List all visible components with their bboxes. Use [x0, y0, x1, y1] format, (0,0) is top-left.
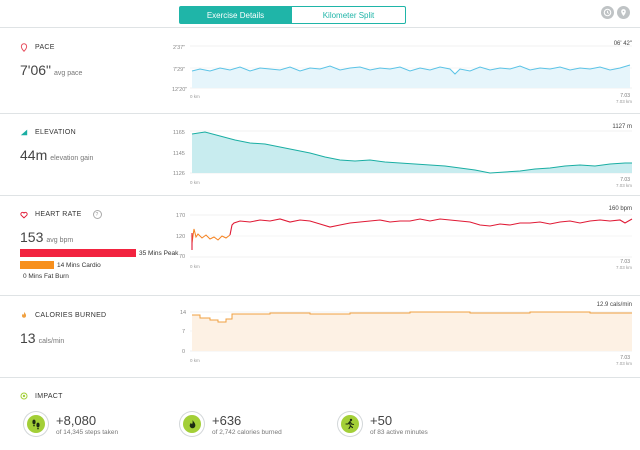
pace-y-bot: 12'20": [172, 87, 187, 93]
heart-x-end-unit: 7.03 km: [616, 265, 632, 270]
calories-label: CALORIES BURNED: [20, 311, 106, 319]
calories-y-bot: 0: [182, 349, 185, 355]
pace-y-mid: 7'29": [173, 67, 185, 73]
calories-value: 13 cals/min: [20, 330, 65, 346]
impact-active-minutes: +50 of 83 active minutes: [338, 412, 428, 436]
elevation-x-end-value: 7.03: [620, 177, 630, 183]
calories-marker: 12.9 cals/min: [597, 302, 632, 308]
footsteps-icon: [27, 415, 45, 433]
heart-y-top: 170: [176, 213, 185, 219]
pace-line: [191, 64, 631, 75]
heart-rate-label: HEART RATE ?: [20, 210, 102, 219]
calories-x-start: 0 km: [190, 358, 200, 363]
info-icon[interactable]: ?: [92, 210, 102, 219]
calories-area: [192, 312, 632, 351]
impact-calories-badge: [180, 412, 204, 436]
location-pin-icon[interactable]: [617, 6, 630, 19]
impact-active-text: +50 of 83 active minutes: [370, 412, 428, 436]
tab-switcher: Exercise Details Kilometer Split: [179, 6, 406, 24]
pace-value: 7'06" avg pace: [20, 62, 83, 78]
calories-x-end-value: 7.03: [620, 355, 630, 361]
heart-marker: 160 bpm: [609, 206, 632, 212]
elevation-y-top: 1165: [173, 130, 185, 136]
zone-cardio: 14 Mins Cardio: [20, 261, 101, 269]
pace-x-start: 0 km: [190, 94, 200, 99]
impact-calories-text: +636 of 2,742 calories burned: [212, 412, 282, 436]
heart-peak-line: [191, 218, 633, 250]
elevation-label: ELEVATION: [20, 128, 76, 136]
location-pin-icon: [20, 42, 28, 52]
target-icon: [20, 392, 28, 400]
zone-fat-burn: 0 Mins Fat Burn: [23, 273, 69, 280]
heart-icon: [20, 211, 28, 219]
heart-warmup-line: [191, 228, 231, 244]
calories-y-top: 14: [180, 310, 186, 316]
heart-rate-chart: 170 120 70 160 bpm 0 km 7.03 7.03 km: [176, 206, 633, 270]
elevation-x-start: 0 km: [190, 180, 200, 185]
clock-icon[interactable]: [601, 6, 614, 19]
zone-peak-bar: [20, 249, 136, 257]
calories-line: [192, 311, 632, 323]
elevation-y-mid: 1145: [173, 151, 185, 157]
elevation-x-end-unit: 7.03 km: [616, 183, 632, 188]
elevation-line: [191, 131, 632, 174]
heart-y-mid: 120: [176, 234, 185, 240]
zone-cardio-bar: [20, 261, 54, 269]
mountain-icon: [20, 128, 28, 136]
runner-icon: [341, 415, 359, 433]
pace-x-end-value: 7.03: [620, 93, 630, 99]
flame-icon: [20, 311, 28, 319]
tab-exercise-details[interactable]: Exercise Details: [179, 6, 292, 24]
top-icons: [601, 6, 630, 19]
pace-x-end-unit: 7.03 km: [616, 99, 632, 104]
impact-steps: +8,080 of 14,345 steps taken: [24, 412, 118, 436]
flame-icon: [183, 415, 201, 433]
impact-calories: +636 of 2,742 calories burned: [180, 412, 282, 436]
heart-y-bot: 70: [179, 254, 185, 260]
impact-label: IMPACT: [20, 392, 63, 400]
elevation-marker: 1127 m: [612, 124, 632, 130]
pace-chart: 2'37" 7'29" 12'20" 06' 42" 0 km 7.03 7.0…: [172, 41, 632, 104]
zone-peak: 35 Mins Peak: [20, 249, 178, 257]
elevation-y-bot: 1126: [173, 171, 185, 177]
divider: [0, 377, 640, 378]
divider: [0, 195, 640, 196]
calories-chart: 14 7 0 12.9 cals/min 0 km 7.03 7.03 km: [180, 302, 632, 366]
divider: [0, 27, 640, 28]
tab-kilometer-split[interactable]: Kilometer Split: [292, 6, 406, 24]
heart-x-end-value: 7.03: [620, 259, 630, 265]
elevation-value: 44m elevation gain: [20, 147, 94, 163]
heart-rate-value: 153 avg bpm: [20, 229, 74, 245]
elevation-area: [192, 132, 632, 173]
pace-y-top: 2'37": [173, 45, 185, 51]
pace-label: PACE: [20, 42, 55, 52]
divider: [0, 113, 640, 114]
impact-steps-text: +8,080 of 14,345 steps taken: [56, 412, 119, 436]
pace-marker: 06' 42": [614, 41, 632, 47]
impact-steps-badge: [24, 412, 48, 436]
heart-x-start: 0 km: [190, 264, 200, 269]
impact-active-badge: [338, 412, 362, 436]
calories-y-mid: 7: [182, 329, 185, 335]
divider: [0, 295, 640, 296]
calories-x-end-unit: 7.03 km: [616, 361, 632, 366]
elevation-chart: 1165 1145 1126 1127 m 0 km 7.03 7.03 km: [173, 124, 632, 188]
